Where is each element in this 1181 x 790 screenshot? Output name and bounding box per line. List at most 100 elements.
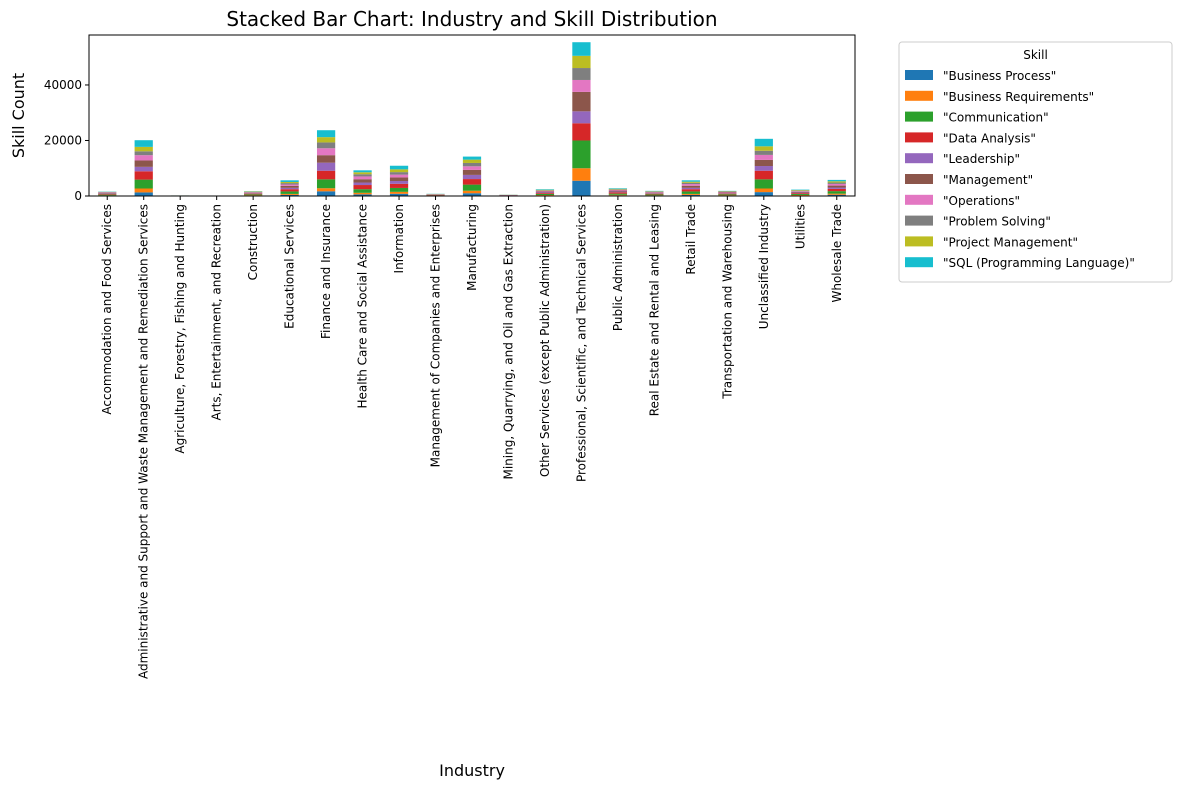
- legend-label: "Operations": [943, 194, 1020, 208]
- legend-swatch: [905, 174, 933, 184]
- bar-segment: [389, 187, 409, 192]
- bar-segment: [681, 191, 700, 194]
- bar-segment: [462, 156, 482, 160]
- legend-label: "Management": [943, 173, 1033, 187]
- bar-segment: [98, 194, 117, 196]
- bar-segment: [280, 189, 299, 192]
- bar-segment: [316, 130, 336, 138]
- bar-segment: [681, 189, 700, 192]
- bar-segment: [791, 190, 810, 191]
- bar-segment: [827, 182, 846, 184]
- bar-segment: [681, 181, 700, 183]
- bar-segment: [389, 193, 409, 196]
- bar-segment: [608, 190, 628, 192]
- bar-segment: [134, 179, 153, 189]
- bar-segment: [462, 159, 482, 163]
- bar-segment: [535, 193, 555, 194]
- legend-label: "Business Requirements": [943, 90, 1094, 104]
- bar-segment: [535, 190, 555, 192]
- bar-segment: [608, 189, 628, 191]
- bar-segment: [754, 192, 773, 196]
- bar-segment: [572, 68, 591, 80]
- x-tick-label: Mining, Quarrying, and Oil and Gas Extra…: [501, 204, 515, 480]
- bar-segment: [244, 194, 263, 196]
- bar-segment: [280, 193, 299, 195]
- legend-box: [898, 41, 1173, 283]
- bar-segment: [389, 165, 409, 170]
- legend-label: "Problem Solving": [943, 215, 1051, 229]
- bar-segment: [353, 172, 372, 175]
- bar-segment: [280, 183, 299, 185]
- bar-segment: [462, 179, 482, 185]
- bar-segment: [280, 181, 299, 184]
- bar-segment: [316, 162, 336, 171]
- bar-segment: [754, 138, 773, 147]
- bar-segment: [608, 188, 628, 190]
- bar-segment: [827, 183, 846, 186]
- bar-segment: [827, 193, 846, 195]
- x-tick-label: Transportation and Warehousing: [720, 204, 734, 400]
- bar-segment: [244, 192, 263, 194]
- legend-label: "Project Management": [943, 235, 1078, 249]
- bar-segment: [645, 192, 664, 194]
- bar-segment: [98, 193, 117, 194]
- legend-swatch: [905, 194, 933, 205]
- bar-segment: [718, 191, 737, 193]
- bar-segment: [535, 191, 555, 193]
- bar-segment: [791, 193, 810, 194]
- bar-segment: [791, 192, 810, 194]
- bar-segment: [572, 168, 591, 181]
- bar-segment: [353, 182, 372, 186]
- x-tick-label: Real Estate and Rental and Leasing: [647, 204, 661, 416]
- bar-segment: [280, 185, 299, 188]
- x-tick-label: Construction: [246, 204, 260, 280]
- bar-segment: [134, 192, 153, 196]
- bar-segment: [316, 142, 336, 149]
- legend-title: Skill: [1023, 48, 1048, 62]
- bar-segment: [134, 188, 153, 193]
- bar-segment: [389, 177, 409, 182]
- bar-segment: [572, 180, 591, 196]
- bar-segment: [134, 171, 153, 180]
- bar-segment: [535, 189, 555, 191]
- bar-segment: [572, 79, 591, 92]
- bar-segment: [608, 194, 628, 196]
- x-tick-label: Educational Services: [283, 204, 297, 329]
- bar-segment: [681, 194, 700, 196]
- bar-segment: [389, 183, 409, 188]
- x-tick-label: Management of Companies and Enterprises: [429, 204, 443, 467]
- bar-segment: [718, 194, 737, 196]
- bar-segment: [572, 140, 591, 169]
- bar-segment: [353, 194, 372, 196]
- bar-segment: [791, 191, 810, 193]
- legend-swatch: [905, 111, 933, 122]
- y-axis: 0 20000 40000: [44, 78, 89, 203]
- legend-label: "Communication": [943, 111, 1049, 125]
- bar-segment: [353, 192, 372, 195]
- bar-segment: [389, 174, 409, 178]
- bar-segment: [316, 155, 336, 163]
- legend-label: "SQL (Programming Language)": [943, 256, 1135, 270]
- legend-label: "Data Analysis": [943, 131, 1036, 145]
- bar-segment: [134, 155, 153, 161]
- x-tick-label: Agriculture, Forestry, Fishing and Hunti…: [173, 204, 187, 454]
- y-tick-label: 0: [74, 189, 82, 203]
- bar-segment: [754, 188, 773, 193]
- bar-segment: [572, 123, 591, 141]
- legend: Skill "Business Process" "Business Require…: [898, 41, 1173, 283]
- bar-segment: [462, 184, 482, 191]
- bar-segment: [645, 194, 664, 196]
- bar-segment: [98, 194, 117, 195]
- bar-segment: [827, 187, 846, 189]
- bar-segment: [645, 193, 664, 195]
- bar-segment: [462, 166, 482, 170]
- x-tick-label: Finance and Insurance: [319, 204, 333, 339]
- legend-swatch: [905, 90, 933, 101]
- bar-segment: [754, 146, 773, 151]
- x-tick-label: Retail Trade: [684, 204, 698, 275]
- bar-segment: [645, 192, 664, 193]
- x-tick-label: Public Administration: [611, 204, 625, 331]
- x-tick-label: Unclassified Industry: [757, 204, 771, 329]
- bar-segment: [280, 180, 299, 182]
